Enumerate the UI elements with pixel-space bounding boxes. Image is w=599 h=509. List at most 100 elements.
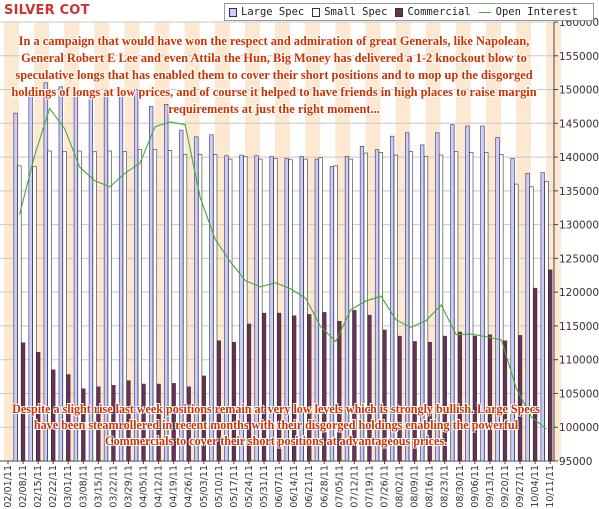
x-tick-label: 03/15/11 bbox=[93, 465, 104, 508]
bar-commercial bbox=[352, 310, 357, 462]
y-tick-label: 95000 bbox=[559, 456, 592, 468]
bar-commercial bbox=[171, 383, 176, 462]
x-tick-label: 07/26/11 bbox=[380, 465, 391, 508]
bar-small-spec bbox=[333, 165, 338, 462]
bar-small-spec bbox=[303, 158, 308, 462]
bar-commercial bbox=[216, 340, 221, 462]
x-tick-label: 09/20/11 bbox=[500, 465, 511, 508]
y-tick-label: 120000 bbox=[559, 287, 599, 299]
bar-commercial bbox=[66, 374, 71, 462]
x-tick-label: 02/01/11 bbox=[3, 465, 14, 508]
x-tick-label: 03/01/11 bbox=[63, 465, 74, 508]
y-tick-label: 140000 bbox=[559, 152, 599, 164]
legend-label-open-interest: Open Interest bbox=[495, 6, 578, 18]
bar-commercial bbox=[457, 331, 462, 462]
y-tick-label: 110000 bbox=[559, 355, 599, 367]
x-tick-label: 08/16/11 bbox=[425, 465, 436, 508]
x-tick-label: 02/15/11 bbox=[33, 465, 44, 508]
x-tick-label: 07/12/11 bbox=[349, 465, 360, 508]
legend-commercial: Commercial bbox=[395, 6, 471, 18]
annotation-top: In a campaign that would have won the re… bbox=[11, 34, 537, 116]
bar-small-spec bbox=[514, 183, 519, 462]
bar-commercial bbox=[307, 314, 312, 462]
bar-commercial bbox=[442, 335, 447, 462]
x-tick-label: 09/06/11 bbox=[470, 465, 481, 508]
y-tick-label: 105000 bbox=[559, 388, 599, 400]
x-tick-label: 07/19/11 bbox=[364, 465, 375, 508]
bar-small-spec bbox=[273, 158, 278, 462]
x-tick-label: 10/11/11 bbox=[545, 465, 556, 508]
bar-small-spec bbox=[47, 150, 52, 462]
bar-small-spec bbox=[258, 158, 263, 462]
x-tick-label: 05/24/11 bbox=[244, 465, 255, 508]
bar-small-spec bbox=[122, 151, 127, 462]
bar-small-spec bbox=[469, 152, 474, 462]
y-tick-label: 130000 bbox=[559, 220, 599, 232]
y-tick-label: 150000 bbox=[559, 85, 599, 97]
bar-commercial bbox=[488, 334, 493, 462]
bar-commercial bbox=[473, 335, 478, 462]
x-tick-label: 10/04/11 bbox=[530, 465, 541, 508]
x-tick-label: 05/31/11 bbox=[259, 465, 270, 508]
bar-commercial bbox=[548, 269, 553, 462]
bar-commercial bbox=[397, 335, 402, 462]
x-tick-label: 04/26/11 bbox=[184, 465, 195, 508]
x-tick-label: 03/29/11 bbox=[123, 465, 134, 508]
x-tick-label: 06/28/11 bbox=[319, 465, 330, 508]
x-tick-label: 04/19/11 bbox=[169, 465, 180, 508]
bar-small-spec bbox=[363, 152, 368, 462]
bar-commercial bbox=[96, 386, 101, 462]
bar-small-spec bbox=[77, 150, 82, 462]
bar-commercial bbox=[232, 341, 237, 462]
legend-swatch-commercial bbox=[395, 7, 404, 17]
bar-small-spec bbox=[17, 165, 22, 462]
y-tick-label: 100000 bbox=[559, 422, 599, 434]
x-tick-label: 03/22/11 bbox=[108, 465, 119, 508]
bar-small-spec bbox=[92, 151, 97, 462]
bar-small-spec bbox=[318, 157, 323, 462]
bar-small-spec bbox=[213, 154, 218, 462]
bar-commercial bbox=[36, 352, 41, 462]
bar-small-spec bbox=[408, 151, 414, 462]
y-tick-label: 155000 bbox=[559, 51, 599, 63]
x-tick-label: 04/12/11 bbox=[154, 465, 165, 508]
x-tick-label: 07/05/11 bbox=[334, 465, 345, 508]
x-tick-label: 02/22/11 bbox=[48, 465, 59, 508]
x-tick-label: 08/09/11 bbox=[410, 465, 421, 508]
bar-small-spec bbox=[228, 158, 233, 462]
bar-commercial bbox=[21, 342, 26, 462]
y-tick-label: 145000 bbox=[559, 118, 599, 130]
bar-small-spec bbox=[544, 181, 549, 462]
x-tick-label: 04/05/11 bbox=[139, 465, 150, 508]
bar-small-spec bbox=[198, 154, 203, 462]
x-tick-label: 06/14/11 bbox=[289, 465, 300, 508]
bar-small-spec bbox=[182, 154, 188, 462]
bar-small-spec bbox=[32, 166, 37, 462]
legend-open-interest: Open Interest bbox=[478, 6, 578, 18]
bar-small-spec bbox=[499, 154, 504, 462]
bar-small-spec bbox=[423, 156, 429, 462]
bar-commercial bbox=[503, 340, 508, 462]
x-tick-label: 06/21/11 bbox=[304, 465, 315, 508]
bar-small-spec bbox=[378, 152, 383, 462]
bar-commercial bbox=[126, 380, 131, 462]
y-tick-label: 135000 bbox=[559, 186, 599, 198]
x-tick-label: 05/10/11 bbox=[214, 465, 225, 508]
legend-swatch-open-interest bbox=[478, 11, 491, 13]
legend-small-spec: Small Spec bbox=[312, 6, 387, 18]
bar-commercial bbox=[382, 329, 387, 462]
bar-small-spec bbox=[137, 149, 142, 462]
y-tick-label: 115000 bbox=[559, 321, 599, 333]
bar-commercial bbox=[141, 383, 146, 462]
bar-small-spec bbox=[288, 159, 293, 462]
bar-commercial bbox=[427, 341, 432, 462]
bar-commercial bbox=[292, 315, 297, 462]
bar-commercial bbox=[111, 385, 116, 462]
bar-commercial bbox=[186, 386, 191, 462]
bar-small-spec bbox=[484, 152, 489, 462]
x-tick-label: 02/08/11 bbox=[18, 465, 29, 508]
bar-commercial bbox=[81, 388, 86, 462]
bar-small-spec bbox=[107, 150, 112, 462]
bar-commercial bbox=[247, 323, 252, 462]
